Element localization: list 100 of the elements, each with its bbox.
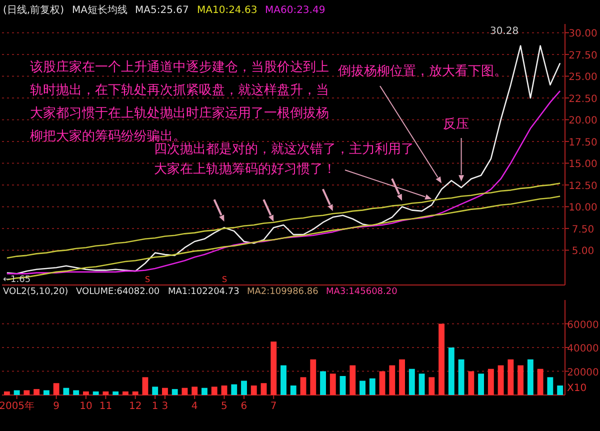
annotation: ←1.65 [3, 275, 31, 286]
bar [102, 391, 109, 395]
annotation: 四次抛出都是对的，就这次错了，主力利用了大家在上轨抛筹码的好习惯了！ [154, 142, 415, 179]
bar [24, 390, 30, 395]
y-tick-label: 20.00 [568, 116, 598, 127]
x-tick-label: 9 [53, 401, 60, 412]
bar [162, 388, 168, 395]
bar [202, 388, 208, 395]
bar [508, 359, 514, 395]
x-tick-label: 4 [191, 401, 198, 412]
bar [389, 365, 396, 395]
x-tick-label: 1 [152, 401, 158, 412]
x-tick-label: 5 [221, 401, 228, 412]
bar [557, 386, 564, 395]
bar [182, 388, 188, 395]
text: MA短长均线 [72, 5, 128, 16]
bar [112, 391, 119, 395]
bar [14, 390, 20, 395]
text: MA5:25.67 [135, 5, 189, 16]
bar [82, 391, 89, 395]
bar [448, 348, 454, 395]
bar [122, 391, 128, 395]
line-series [6, 182, 561, 259]
x-tick-label: 7 [270, 401, 277, 412]
bar [408, 368, 415, 395]
text: (日线,前复权) [3, 5, 64, 16]
x-tick-label: 12 [128, 401, 142, 412]
y-tick-label: 7.50 [572, 224, 594, 236]
annotation: 倒拔杨柳位置，放大看下图。 [338, 64, 507, 80]
bar [142, 377, 148, 395]
bar [260, 383, 267, 395]
bar [537, 368, 544, 395]
bar [320, 371, 326, 395]
bar [73, 390, 80, 395]
bar [231, 384, 238, 395]
bar [360, 380, 366, 395]
bar [418, 374, 425, 395]
bar [4, 391, 10, 395]
y-tick-label: 10.00 [568, 202, 598, 214]
text: MA60:23.49 [265, 5, 326, 16]
bar [250, 386, 257, 395]
annotation: S [222, 275, 228, 284]
bar [92, 391, 99, 395]
bar [34, 389, 40, 395]
bar [428, 377, 435, 395]
bar [340, 376, 346, 395]
text: MA10:24.63 [197, 5, 258, 16]
bar [379, 371, 386, 395]
bar [241, 380, 247, 395]
bar [438, 324, 444, 395]
bar [468, 371, 474, 395]
y-tick-label: 25.00 [568, 72, 598, 84]
bar [172, 389, 178, 395]
text: VOLUME:64082.00 [76, 287, 160, 298]
bar [132, 391, 138, 395]
x-tick-label: 10 [80, 401, 92, 412]
y-tick-label: 12.50 [568, 180, 598, 192]
text: MA2:109986.86 [247, 287, 318, 298]
y-tick-label: 5.00 [572, 246, 594, 258]
bar [399, 359, 405, 395]
bar [369, 378, 376, 395]
bar [527, 359, 534, 395]
y-tick-label: 30.00 [568, 28, 598, 40]
y-tick-label: 22.50 [568, 94, 598, 105]
bar [488, 368, 494, 395]
y-tick-label: 20000 [567, 367, 599, 378]
annotation: S [145, 275, 150, 284]
text: X10 [567, 383, 587, 394]
x-tick-label: 3 [162, 401, 168, 412]
bar [192, 386, 198, 395]
text: MA1:102204.73 [168, 287, 240, 298]
bar [518, 365, 524, 395]
y-tick-label: 27.50 [568, 50, 598, 62]
bar [280, 365, 286, 395]
bar [458, 359, 464, 395]
y-tick-label: 17.50 [568, 137, 598, 148]
text: MA3:145608.20 [326, 287, 398, 298]
bar [221, 386, 228, 395]
bar [290, 386, 296, 395]
bar [211, 386, 218, 395]
bar [152, 386, 158, 395]
x-tick-label: 11 [99, 401, 112, 412]
bar [547, 377, 554, 395]
bar [310, 359, 316, 395]
bar [300, 377, 306, 395]
bar [478, 374, 484, 395]
bar [350, 365, 356, 395]
annotation: 反压 [443, 117, 469, 133]
bar [270, 342, 277, 395]
annotation: 30.28 [490, 26, 519, 38]
y-tick-label: 15.00 [568, 159, 598, 170]
bar [43, 390, 50, 395]
line-series [6, 45, 561, 274]
y-tick-label: 40000 [567, 344, 599, 354]
bar [498, 365, 504, 395]
y-tick-label: 60000 [567, 320, 599, 331]
text: VOL2(5,10,20) [3, 287, 68, 298]
x-tick-label: 6 [240, 401, 248, 412]
bar [53, 383, 60, 395]
bar [330, 374, 336, 395]
